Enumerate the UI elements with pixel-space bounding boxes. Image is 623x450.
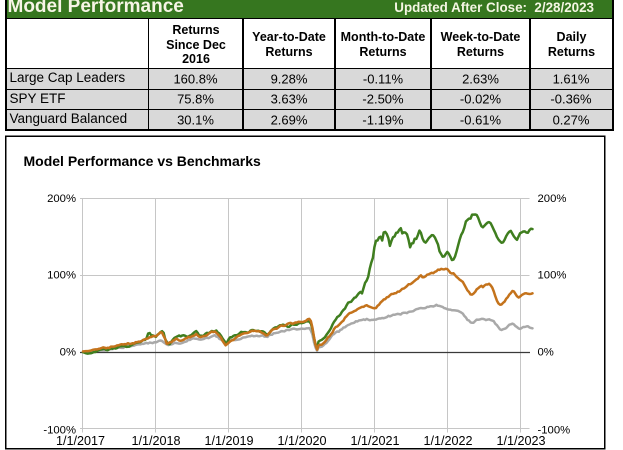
svg-text:1/1/2020: 1/1/2020 bbox=[277, 434, 326, 448]
svg-text:-100%: -100% bbox=[538, 425, 571, 437]
svg-text:100%: 100% bbox=[538, 269, 567, 281]
svg-text:0%: 0% bbox=[538, 347, 554, 359]
svg-text:200%: 200% bbox=[47, 193, 76, 205]
svg-text:-100%: -100% bbox=[43, 425, 76, 437]
svg-text:1/1/2022: 1/1/2022 bbox=[423, 434, 472, 448]
svg-text:200%: 200% bbox=[538, 193, 567, 205]
svg-text:Model Performance vs Benchmark: Model Performance vs Benchmarks bbox=[24, 153, 262, 169]
svg-text:0%: 0% bbox=[60, 347, 76, 359]
svg-text:1/1/2023: 1/1/2023 bbox=[496, 434, 545, 448]
svg-text:1/1/2018: 1/1/2018 bbox=[131, 434, 180, 448]
svg-text:1/1/2017: 1/1/2017 bbox=[56, 434, 105, 448]
svg-text:1/1/2019: 1/1/2019 bbox=[204, 434, 253, 448]
svg-text:1/1/2021: 1/1/2021 bbox=[350, 434, 399, 448]
svg-text:100%: 100% bbox=[47, 269, 76, 281]
